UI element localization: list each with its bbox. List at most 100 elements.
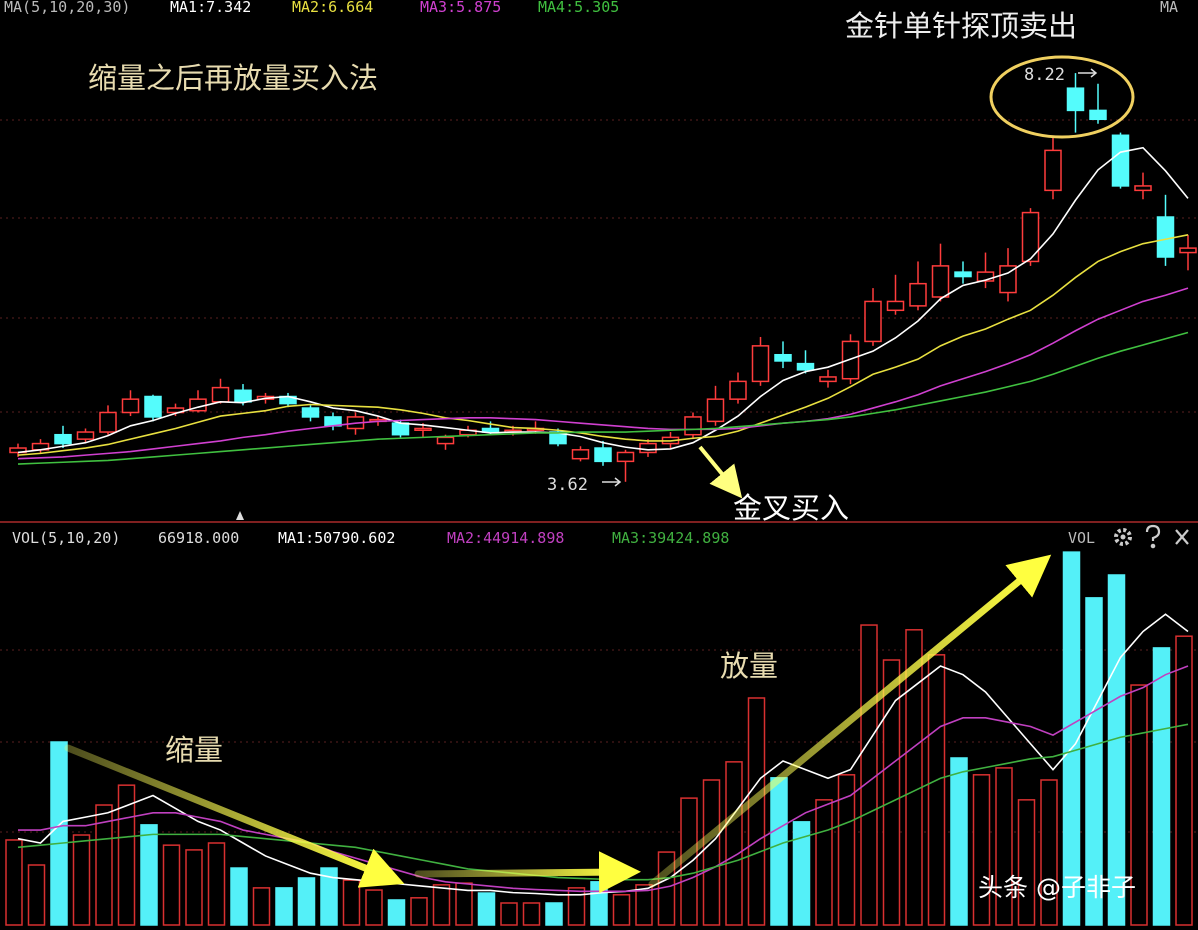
- volume-bar: [410, 897, 428, 926]
- volume-bar: [545, 902, 563, 926]
- volume-bar: [635, 884, 653, 926]
- volume-bar: [1130, 684, 1148, 926]
- volume-bar: [1040, 779, 1058, 926]
- candle-body: [1134, 185, 1152, 192]
- volume-bar: [792, 821, 811, 926]
- candle-body: [954, 271, 972, 278]
- marker-triangle: [236, 511, 244, 520]
- volume-bar: [432, 884, 451, 926]
- legend-title: MA(5,10,20,30): [4, 0, 130, 16]
- volume-bar: [815, 799, 833, 926]
- volume-bar: [297, 877, 316, 926]
- candle-body: [1066, 87, 1085, 112]
- volume-bar: [162, 844, 181, 926]
- legend-tag: MA: [1160, 0, 1178, 16]
- candle-body: [1021, 211, 1040, 263]
- volume-bar: [140, 824, 158, 926]
- candle-body: [931, 265, 950, 298]
- candle-body: [54, 433, 72, 445]
- volume-bar: [5, 839, 23, 926]
- ma-line: [17, 287, 1189, 460]
- candle-body: [1179, 247, 1197, 254]
- candle-body: [234, 389, 252, 403]
- candle-body: [886, 300, 905, 312]
- legend-entry: MA1:50790.602: [278, 529, 395, 547]
- candle-body: [166, 407, 185, 414]
- volume-bar: [207, 842, 226, 926]
- trend-arrows: [64, 554, 1052, 894]
- grid-decor: [0, 119, 1198, 833]
- ma-line: [17, 234, 1189, 456]
- legend-entry: MA2:6.664: [292, 0, 373, 16]
- volume-bar: [500, 902, 518, 926]
- settings-icon[interactable]: [1114, 528, 1132, 546]
- volume-current: 66918.000: [158, 529, 239, 547]
- candle-body: [594, 447, 612, 463]
- candle-body: [729, 380, 747, 400]
- legend-entry: MA3:5.875: [420, 0, 501, 16]
- volume-bar: [1175, 635, 1193, 926]
- volume-bar: [320, 867, 338, 926]
- candle-body: [1044, 149, 1062, 192]
- candle-body: [414, 427, 432, 432]
- volume-bar: [230, 867, 248, 926]
- volume-bar: [770, 777, 788, 926]
- close-icon[interactable]: [1175, 529, 1189, 545]
- high-label: 8.22: [1024, 65, 1065, 85]
- candle-body: [774, 353, 792, 362]
- candle-body: [796, 362, 815, 371]
- volume-bar: [252, 887, 271, 926]
- volume-bar: [522, 902, 541, 926]
- volume-bar: [27, 864, 46, 926]
- candle-body: [706, 398, 725, 423]
- volume-bar: [117, 784, 136, 926]
- volume-bar: [972, 774, 991, 926]
- chart-title: 缩量之后再放量买入法: [88, 61, 378, 95]
- candle-body: [1156, 216, 1175, 258]
- volume-bar: [1062, 551, 1081, 926]
- legend-tag: VOL: [1068, 529, 1095, 547]
- candle-body: [144, 395, 162, 418]
- volume-bar: [905, 629, 923, 926]
- candle-body: [76, 431, 95, 440]
- volume-bar: [567, 887, 586, 926]
- ma-line: [17, 146, 1189, 454]
- candle-body: [819, 376, 837, 383]
- legend-entry: MA3:39424.898: [612, 529, 729, 547]
- candle-body: [1111, 134, 1130, 187]
- volume-bar: [747, 697, 766, 926]
- label-arrows: [602, 68, 1098, 487]
- candle-body: [864, 300, 882, 343]
- annotation: 缩量: [165, 733, 223, 767]
- annotation: 金叉买入: [733, 491, 849, 525]
- candle-body: [481, 427, 500, 433]
- candle-body: [99, 411, 117, 433]
- volume-bar: [1085, 597, 1103, 926]
- volume-bar: [275, 887, 293, 926]
- volume-bar: [702, 779, 721, 926]
- volume-bar: [612, 894, 631, 926]
- watermark: 头条 @子非子: [978, 873, 1136, 902]
- candle-body: [391, 422, 410, 436]
- help-icon[interactable]: [1145, 524, 1161, 549]
- legend-entry: MA4:5.305: [538, 0, 619, 16]
- annotation: 放量: [720, 649, 778, 683]
- legend-entry: MA1:7.342: [170, 0, 251, 16]
- candle-body: [1089, 109, 1107, 121]
- candle-body: [121, 398, 140, 414]
- candle-body: [976, 271, 995, 282]
- volume-bar: [1017, 799, 1036, 926]
- candle-body: [616, 451, 635, 463]
- volume-bar: [387, 899, 406, 926]
- volume-bar: [185, 849, 203, 926]
- candle-body: [751, 345, 770, 383]
- candle-body: [999, 265, 1017, 294]
- volume-bar: [950, 757, 968, 926]
- highlight-ellipse: [989, 55, 1135, 139]
- volume-bar: [1152, 647, 1171, 926]
- volume-bar: [882, 659, 901, 926]
- volume-bar: [995, 767, 1013, 926]
- volume-bar: [860, 624, 878, 926]
